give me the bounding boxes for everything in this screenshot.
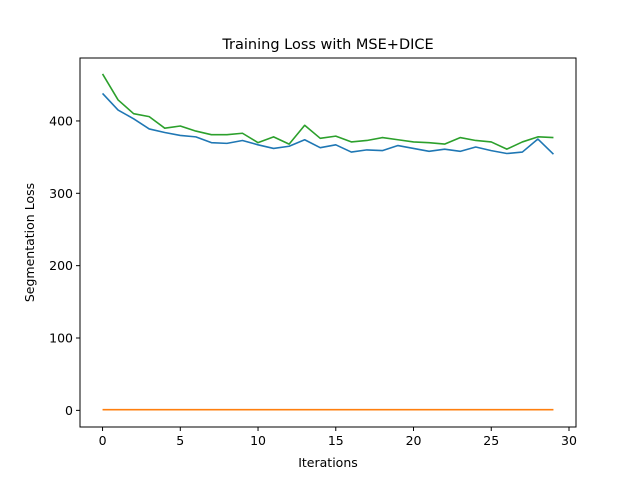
y-tick-label: 200: [49, 258, 73, 273]
y-tick-label: 0: [65, 403, 73, 418]
x-tick-label: 25: [483, 433, 499, 448]
series-line-3: [101, 73, 554, 150]
chart-title: Training Loss with MSE+DICE: [221, 37, 433, 53]
y-tick-label: 300: [49, 186, 73, 201]
x-axis-label: Iterations: [298, 455, 358, 470]
x-tick-label: 30: [561, 433, 577, 448]
y-axis-label: Segmentation Loss: [22, 183, 37, 302]
x-tick-label: 15: [328, 433, 344, 448]
series-line-1: [101, 92, 555, 155]
axes-frame: [79, 57, 577, 428]
y-tick-label: 400: [49, 113, 73, 128]
x-tick-label: 5: [176, 433, 184, 448]
y-axis-ticks: 0 100 200 300 400: [49, 113, 80, 418]
x-tick-label: 10: [250, 433, 266, 448]
x-tick-label: 20: [406, 433, 422, 448]
y-tick-label: 100: [49, 331, 73, 346]
x-axis-ticks: 0 5 10 15 20 25 30: [99, 427, 577, 448]
x-tick-label: 0: [99, 433, 107, 448]
plot-lines: [101, 73, 555, 411]
